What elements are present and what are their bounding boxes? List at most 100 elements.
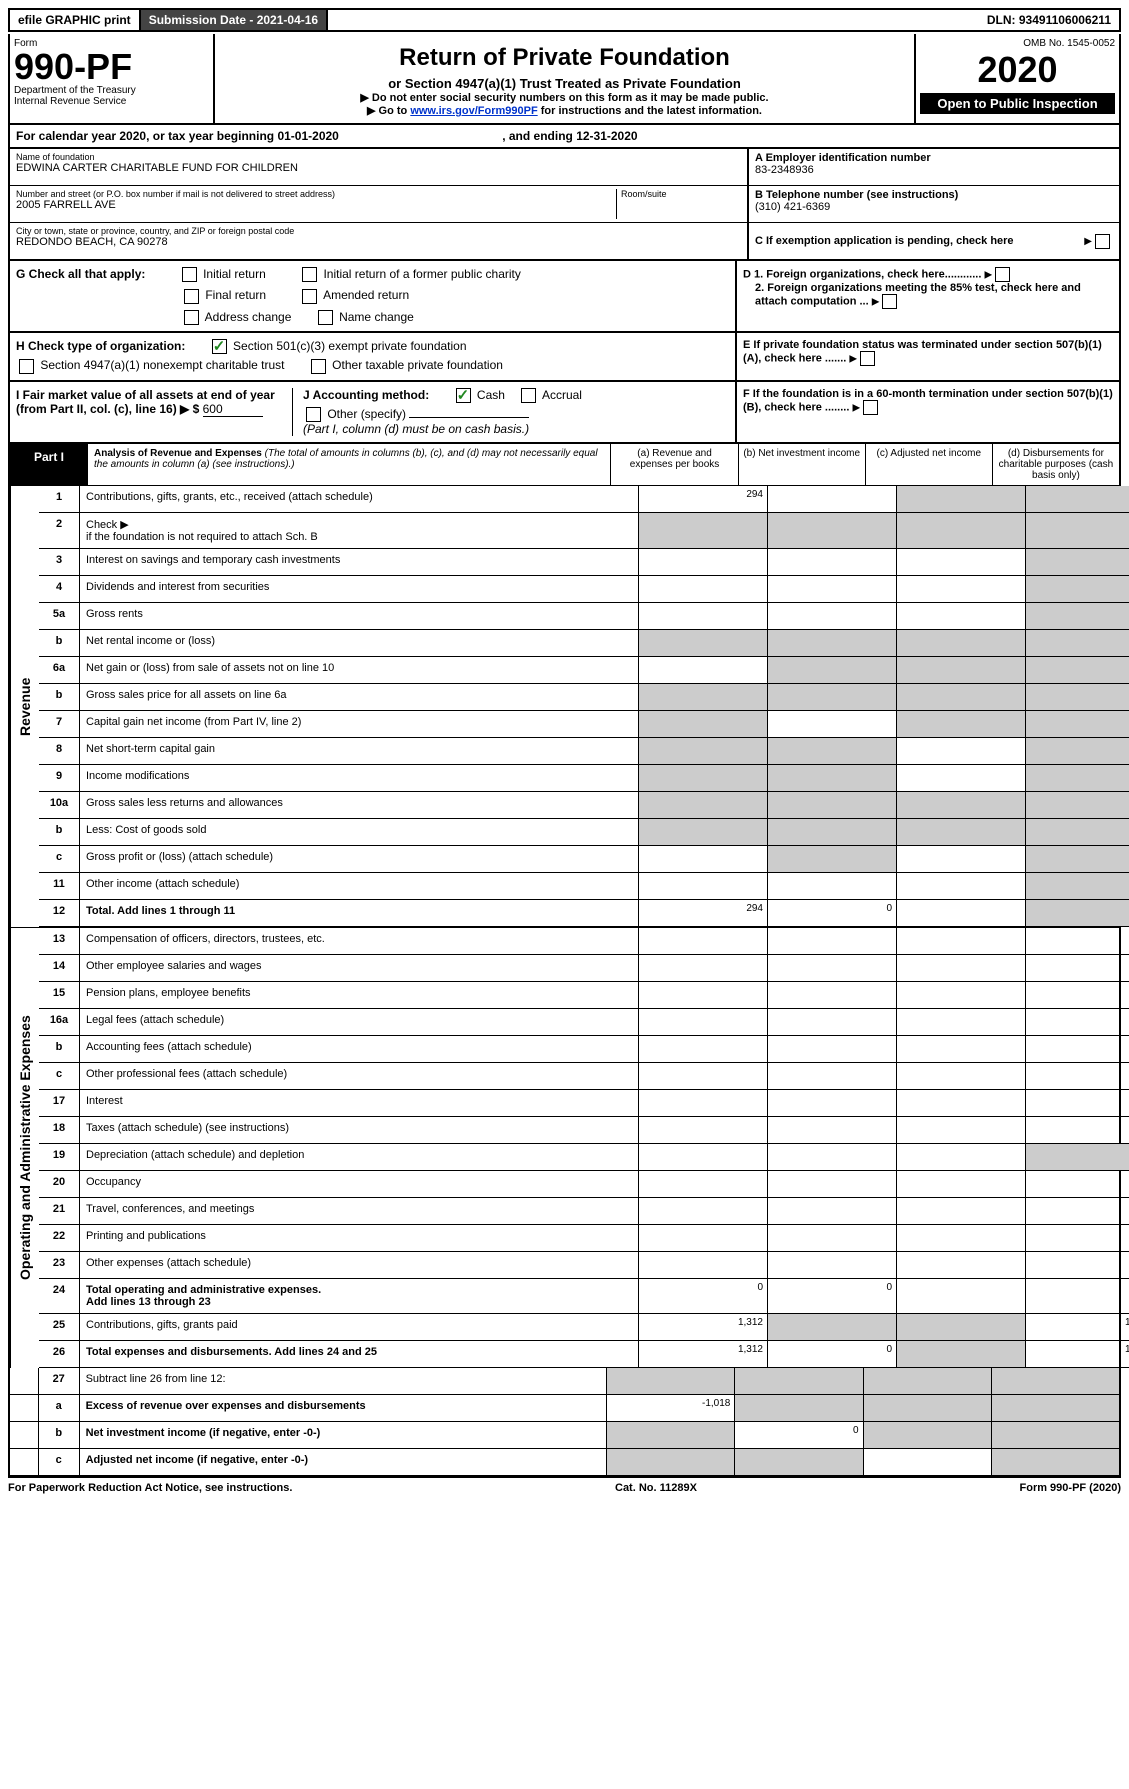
line-desc: Excess of revenue over expenses and disb… [80,1395,608,1421]
cb-e[interactable] [860,351,875,366]
irs: Internal Revenue Service [14,96,209,107]
cell: -1,018 [607,1395,735,1421]
cell [768,819,897,845]
cell [897,576,1026,602]
cb-d1[interactable] [995,267,1010,282]
cell [1026,711,1129,737]
cb-initial-return[interactable] [182,267,197,282]
line-num: b [39,1422,80,1448]
cb-address-change[interactable] [184,310,199,325]
cell [897,1252,1026,1278]
cell [897,1225,1026,1251]
cell [1026,873,1129,899]
e-label: E If private foundation status was termi… [743,339,1102,364]
table-row: 11Other income (attach schedule) [39,873,1129,900]
table-row: cGross profit or (loss) (attach schedule… [39,846,1129,873]
cell [639,576,768,602]
line-num: 1 [39,486,80,512]
cb-initial-former[interactable] [302,267,317,282]
table-row: 16aLegal fees (attach schedule) [39,1009,1129,1036]
cell [897,711,1026,737]
c-checkbox[interactable] [1095,234,1110,249]
goto-note: ▶ Go to www.irs.gov/Form990PF for instru… [221,104,908,117]
cell [897,1036,1026,1062]
cell [897,1009,1026,1035]
cell: 1,312 [639,1341,768,1367]
line-num: 8 [39,738,80,764]
cb-4947[interactable] [19,359,34,374]
line-num: 4 [39,576,80,602]
cell: 0 [768,1341,897,1367]
cell [607,1422,735,1448]
table-row: 21Travel, conferences, and meetings [39,1198,1129,1225]
cell [1026,486,1129,512]
form-title: Return of Private Foundation [221,44,908,72]
cell [897,1063,1026,1089]
cell [768,955,897,981]
cb-f[interactable] [863,400,878,415]
table-row: 20Occupancy [39,1171,1129,1198]
line-desc: Check ▶ if the foundation is not require… [80,513,639,548]
line-num: 23 [39,1252,80,1278]
page-footer: For Paperwork Reduction Act Notice, see … [8,1482,1121,1494]
cell [897,1279,1026,1313]
cb-amended[interactable] [302,289,317,304]
cell: 1,312 [639,1314,768,1340]
line-desc: Travel, conferences, and meetings [80,1198,639,1224]
cell [897,513,1026,548]
cell [864,1395,992,1421]
cell [768,1117,897,1143]
table-row: 18Taxes (attach schedule) (see instructi… [39,1117,1129,1144]
cell [639,738,768,764]
cell [1026,1117,1129,1143]
line-num: 18 [39,1117,80,1143]
line-num: 19 [39,1144,80,1170]
table-row: 3Interest on savings and temporary cash … [39,549,1129,576]
cell: 1,312 [1026,1314,1129,1340]
line-num: b [39,630,80,656]
c-label: C If exemption application is pending, c… [755,235,1084,247]
cell [897,684,1026,710]
efile-btn[interactable]: efile GRAPHIC print [10,10,141,30]
line-num: 6a [39,657,80,683]
cb-accrual[interactable] [521,388,536,403]
table-row: 19Depreciation (attach schedule) and dep… [39,1144,1129,1171]
table-row: bLess: Cost of goods sold [39,819,1129,846]
cell [897,549,1026,575]
table-row: 8Net short-term capital gain [39,738,1129,765]
address: 2005 FARRELL AVE [16,199,616,211]
line-desc: Other expenses (attach schedule) [80,1252,639,1278]
cell [897,928,1026,954]
line-desc: Occupancy [80,1171,639,1197]
cb-other-method[interactable] [306,407,321,422]
cell [768,982,897,1008]
top-bar: efile GRAPHIC print Submission Date - 20… [8,8,1121,32]
cell [768,513,897,548]
cell [768,792,897,818]
cell [897,486,1026,512]
line-desc: Printing and publications [80,1225,639,1251]
line-num: b [39,684,80,710]
line-num: 17 [39,1090,80,1116]
table-row: 9Income modifications [39,765,1129,792]
cb-other-taxable[interactable] [311,359,326,374]
irs-link[interactable]: www.irs.gov/Form990PF [410,105,537,117]
cell [768,1225,897,1251]
cb-501c3[interactable] [212,339,227,354]
line-desc: Total operating and administrative expen… [80,1279,639,1313]
cb-name-change[interactable] [318,310,333,325]
cell [768,1009,897,1035]
cell [639,765,768,791]
cb-final-return[interactable] [184,289,199,304]
cell [992,1449,1119,1475]
footer-right: Form 990-PF (2020) [1020,1482,1121,1494]
table-row: 2Check ▶ if the foundation is not requir… [39,513,1129,549]
line-desc: Gross profit or (loss) (attach schedule) [80,846,639,872]
cell [897,657,1026,683]
cb-d2[interactable] [882,294,897,309]
cell [897,792,1026,818]
cell [1026,657,1129,683]
cb-cash[interactable] [456,388,471,403]
line-num: b [39,1036,80,1062]
line-num: 3 [39,549,80,575]
